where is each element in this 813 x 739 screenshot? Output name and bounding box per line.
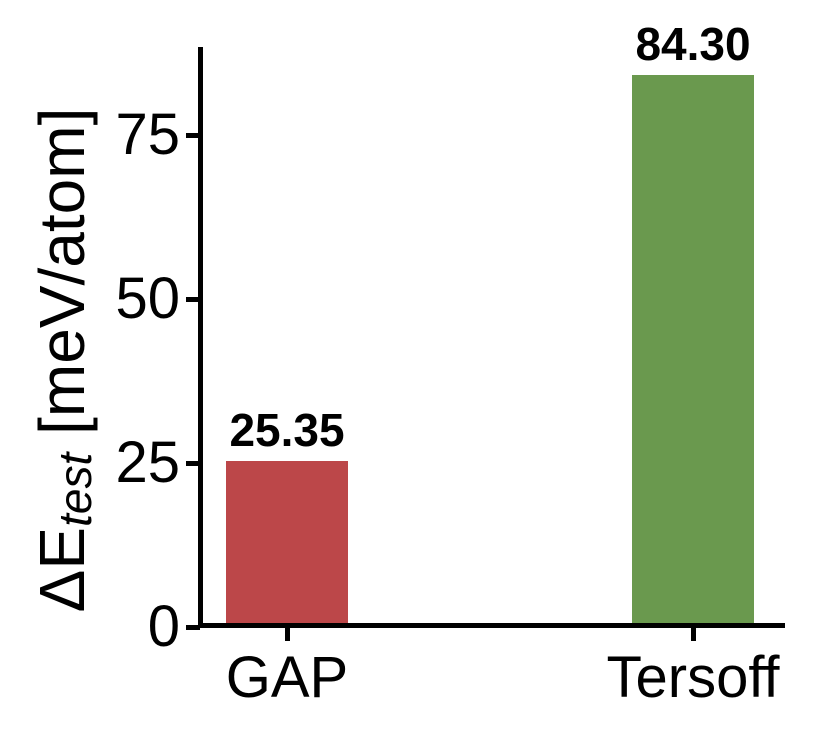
y-tick xyxy=(186,460,200,466)
x-tick xyxy=(284,627,290,641)
y-tick xyxy=(186,132,200,138)
y-tick xyxy=(186,624,200,630)
x-tick xyxy=(690,627,696,641)
y-tick-label: 25 xyxy=(115,430,180,496)
bar-gap xyxy=(226,460,348,627)
x-tick-label-gap: GAP xyxy=(225,645,349,710)
y-axis-spine xyxy=(198,47,203,628)
y-tick-label: 0 xyxy=(147,594,180,659)
y-tick xyxy=(186,296,200,302)
x-axis-spine xyxy=(198,623,785,628)
bar-tersoff xyxy=(632,74,754,627)
bar-value-label-gap: 25.35 xyxy=(229,403,345,456)
y-tick-label: 50 xyxy=(115,266,180,332)
bar-value-label-tersoff: 84.30 xyxy=(635,17,751,70)
x-tick-label-tersoff: Tersoff xyxy=(606,645,780,710)
y-tick-label: 75 xyxy=(115,102,180,168)
